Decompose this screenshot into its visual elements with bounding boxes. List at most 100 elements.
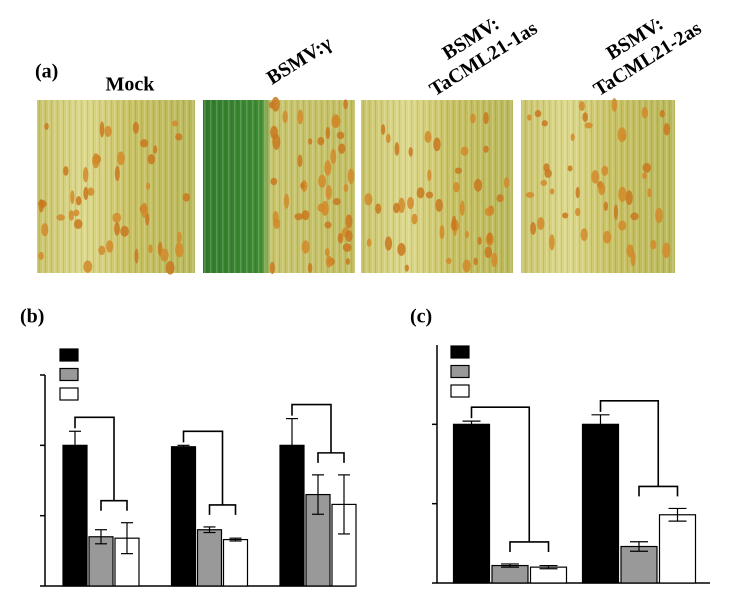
rust-spot — [375, 203, 382, 214]
rust-spot — [601, 165, 609, 176]
rust-spot — [114, 222, 120, 236]
rust-spot — [496, 194, 504, 203]
rust-spot — [182, 192, 191, 202]
rust-spot — [663, 123, 671, 136]
rust-spot — [270, 177, 278, 186]
rust-spot — [473, 257, 478, 266]
rust-spot — [283, 193, 290, 209]
rust-spot — [425, 191, 434, 199]
rust-spot — [300, 182, 305, 189]
photo-row — [37, 96, 675, 275]
rust-spot — [148, 244, 153, 254]
rust-spot — [366, 238, 372, 247]
rust-spot — [92, 153, 100, 169]
rust-spot — [567, 165, 573, 172]
bar — [62, 444, 88, 587]
rust-spot — [41, 223, 49, 237]
error-bar — [668, 507, 687, 522]
rust-spot — [549, 188, 555, 195]
rust-spot — [83, 186, 89, 200]
rust-spot — [332, 197, 341, 206]
error-bar — [286, 418, 298, 473]
rust-spot — [543, 163, 550, 172]
rust-spot — [540, 179, 548, 187]
rust-spot — [82, 167, 89, 183]
error-bar — [177, 444, 190, 449]
rust-spot — [384, 236, 393, 251]
bar — [452, 423, 491, 584]
rust-spot — [139, 139, 149, 148]
rust-spot — [408, 146, 413, 157]
rust-spot — [146, 182, 151, 190]
rust-spot — [171, 120, 179, 127]
panel-label: (a) — [35, 61, 58, 83]
rust-spot — [642, 172, 648, 180]
rust-spot — [132, 121, 139, 134]
bar — [529, 566, 568, 584]
rust-spot — [445, 257, 452, 265]
rust-spot — [459, 200, 465, 216]
rust-spot — [411, 213, 418, 225]
rust-spot — [527, 114, 532, 121]
rust-spot — [407, 196, 414, 210]
leaf-texture — [203, 100, 355, 273]
rust-spot — [177, 231, 182, 243]
error-bar — [121, 522, 133, 555]
rust-spot — [345, 214, 353, 229]
rust-spot — [484, 207, 494, 217]
rust-spot — [56, 214, 65, 221]
rust-spot — [484, 246, 493, 258]
error-bar — [630, 541, 648, 552]
rust-spot — [575, 207, 581, 217]
rust-spot — [642, 162, 652, 173]
rust-spot — [598, 182, 606, 196]
rust-spot — [301, 240, 310, 254]
rust-spot — [140, 202, 148, 218]
rust-spot — [650, 239, 657, 250]
rust-spot — [602, 230, 612, 244]
rust-spot — [611, 98, 618, 112]
photo-label: Mock — [106, 74, 156, 96]
rust-spot — [345, 258, 350, 265]
rust-spot — [117, 151, 125, 166]
rust-spot — [270, 125, 278, 140]
rust-spot — [325, 185, 332, 200]
rust-spot — [74, 219, 83, 230]
rust-spot — [613, 204, 619, 220]
rust-spot — [269, 261, 275, 275]
bar — [581, 423, 620, 584]
panel-label: (b) — [20, 306, 44, 328]
rust-spot — [347, 168, 355, 185]
rust-spot — [294, 213, 303, 221]
rust-spot — [73, 209, 80, 217]
rust-spot — [385, 133, 391, 144]
rust-spot — [549, 234, 555, 251]
rust-spot — [68, 210, 74, 221]
rust-spot — [63, 166, 69, 176]
rust-spot — [451, 215, 457, 231]
rust-spot — [153, 145, 158, 154]
error-bar — [462, 420, 481, 429]
rust-spot — [317, 136, 325, 146]
rust-spot — [324, 160, 332, 176]
rust-spot — [603, 201, 609, 212]
rust-spot — [582, 112, 588, 122]
rust-spot — [160, 248, 169, 262]
rust-spot — [655, 207, 663, 224]
legend-swatch — [450, 384, 470, 398]
rust-spot — [453, 182, 460, 193]
rust-spot — [397, 243, 406, 256]
rust-spot — [398, 197, 406, 214]
rust-spot — [324, 248, 330, 257]
error-bar — [501, 563, 519, 568]
rust-spot — [330, 148, 337, 165]
rust-spot — [575, 186, 580, 199]
rust-spot — [647, 188, 652, 198]
rust-spot — [625, 190, 633, 206]
significance-bracket — [291, 403, 345, 463]
legend-swatch — [59, 367, 79, 382]
photo-label: BSMV:γ — [263, 32, 336, 89]
rust-spot — [342, 243, 352, 252]
rust-spot — [83, 260, 93, 273]
rust-spot — [134, 248, 139, 264]
